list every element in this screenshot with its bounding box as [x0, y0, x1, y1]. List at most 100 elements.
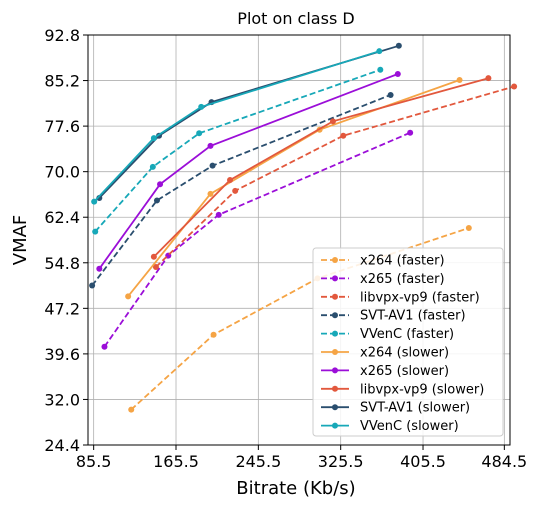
data-point: [152, 263, 159, 270]
data-point: [125, 293, 132, 300]
data-point: [394, 70, 401, 77]
legend-label: x264 (faster): [360, 254, 445, 269]
x-tick-label: 165.5: [153, 452, 199, 471]
legend-entry: VVenC (faster): [321, 327, 454, 342]
data-point: [232, 187, 239, 194]
data-point: [89, 282, 96, 289]
series-line: [103, 131, 411, 348]
legend-label: x264 (slower): [360, 346, 449, 361]
series-line: [155, 85, 515, 268]
chart-title: Plot on class D: [237, 9, 354, 28]
plot-frame: [87, 34, 511, 446]
x-axis: 85.5 165.5 245.5 325.5 405.5 484.5: [76, 445, 527, 471]
legend-entry: SVT-AV1 (faster): [321, 309, 466, 324]
legend-marker: [332, 312, 338, 319]
series-svt-av1-faster: [89, 91, 394, 289]
legend-label: VVenC (faster): [360, 327, 454, 342]
data-point: [96, 265, 103, 272]
x-axis-label: Bitrate (Kb/s): [236, 478, 355, 499]
data-point: [456, 76, 463, 83]
legend-entry: x264 (slower): [321, 346, 449, 361]
x-tick-label: 325.5: [318, 452, 364, 471]
legend-marker: [332, 330, 338, 337]
data-point: [407, 129, 414, 136]
data-point: [210, 331, 217, 338]
grid: [88, 34, 510, 446]
legend-marker: [332, 404, 338, 411]
data-point: [91, 198, 98, 205]
legend-entry: SVT-AV1 (slower): [321, 401, 470, 416]
y-axis: 24.4 32.0 39.6 47.2 54.8 62.4 70.0 77.6 85.2 92.8: [44, 26, 88, 455]
data-point: [157, 181, 164, 188]
y-tick-label: 47.2: [44, 299, 80, 318]
data-point: [387, 91, 394, 98]
legend-label: libvpx-vp9 (faster): [360, 290, 480, 305]
series-svt-av1-slower: [96, 42, 402, 202]
y-tick-label: 62.4: [44, 208, 80, 227]
data-point: [227, 177, 234, 184]
legend-label: VVenC (slower): [360, 419, 459, 434]
legend-marker: [332, 385, 338, 392]
data-point: [340, 132, 347, 139]
series-line: [91, 94, 391, 287]
data-point: [209, 162, 216, 169]
y-tick-label: 70.0: [44, 163, 80, 182]
legend-marker: [332, 422, 338, 429]
data-point: [153, 197, 160, 204]
x-tick-label: 245.5: [235, 452, 281, 471]
data-point: [485, 75, 492, 82]
legend-label: x265 (slower): [360, 364, 449, 379]
series-libvpx-vp9-slower: [150, 75, 492, 260]
legend-box: [312, 247, 504, 437]
data-point: [207, 142, 214, 149]
data-point: [215, 211, 222, 218]
data-point: [150, 253, 157, 260]
legend-marker: [332, 257, 338, 263]
legend-label: x265 (faster): [360, 272, 445, 287]
data-point: [395, 42, 402, 49]
legend-label: SVT-AV1 (faster): [360, 309, 466, 324]
legend-entry: x264 (faster): [321, 254, 445, 269]
data-point: [207, 190, 214, 197]
x-tick-label: 484.5: [481, 452, 527, 471]
y-tick-label: 32.0: [44, 390, 80, 409]
y-tick-label: 54.8: [44, 254, 80, 273]
series-line: [94, 68, 381, 233]
x-tick-label: 405.5: [400, 452, 446, 471]
legend-entry: libvpx-vp9 (faster): [321, 290, 480, 305]
series-x265-faster: [101, 129, 414, 350]
y-axis-label: VMAF: [10, 215, 31, 266]
legend-marker: [332, 349, 338, 355]
y-tick-label: 85.2: [44, 72, 80, 91]
y-tick-label: 92.8: [44, 26, 80, 45]
data-point: [329, 118, 336, 125]
data-point: [511, 83, 518, 90]
series-line: [153, 77, 489, 258]
data-point: [465, 225, 472, 232]
legend-entry: x265 (faster): [321, 272, 445, 287]
data-point: [198, 103, 205, 110]
data-point: [101, 343, 108, 350]
legend-entry: VVenC (slower): [321, 419, 459, 434]
data-point: [376, 48, 383, 55]
legend-label: SVT-AV1 (slower): [360, 401, 470, 416]
data-point: [150, 135, 157, 142]
legend-entry: libvpx-vp9 (slower): [321, 382, 484, 397]
series-line: [98, 44, 400, 199]
series-x265-slower: [96, 70, 401, 272]
y-tick-label: 77.6: [44, 117, 80, 136]
y-tick-label: 24.4: [44, 436, 80, 455]
legend: x264 (faster) x265 (faster) libvpx-vp9 (fa…: [312, 247, 504, 437]
data-point: [377, 66, 384, 73]
y-tick-label: 39.6: [44, 345, 80, 364]
legend-marker: [332, 275, 338, 282]
legend-entry: x265 (slower): [321, 364, 449, 379]
legend-label: libvpx-vp9 (slower): [360, 382, 484, 397]
data-point: [128, 406, 135, 413]
series-line: [98, 73, 399, 270]
series-line: [93, 50, 380, 203]
data-point: [149, 163, 156, 170]
legend-marker: [332, 293, 338, 300]
x-tick-label: 85.5: [76, 452, 112, 471]
